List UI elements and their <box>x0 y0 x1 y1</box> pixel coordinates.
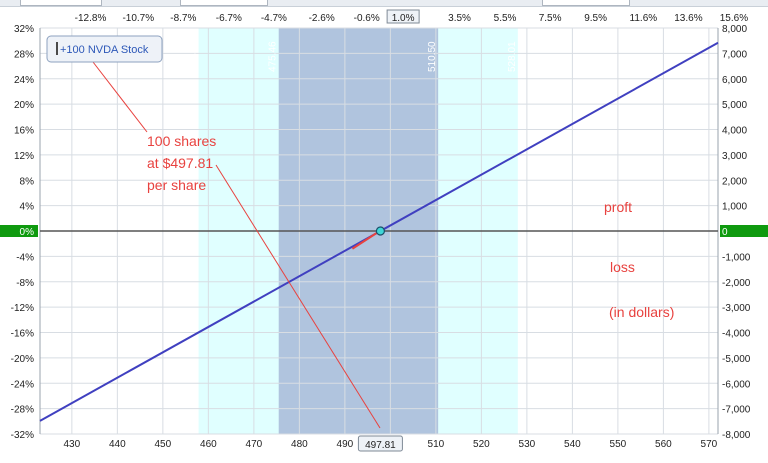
x-axis-tick-label: 510 <box>428 439 445 450</box>
right-axis-zero-highlight <box>720 225 768 237</box>
right-axis-tick-label: -4,000 <box>722 329 751 340</box>
x-axis-tick-label: 530 <box>519 439 536 450</box>
unit-annotation: (in dollars) <box>609 304 674 320</box>
x-axis-price-marker-box <box>357 435 403 452</box>
x-axis-tick-label: 430 <box>64 439 81 450</box>
toolbar-control[interactable] <box>180 0 268 6</box>
right-axis-tick-label: 1,000 <box>722 202 747 213</box>
left-axis-zero-highlight <box>0 225 38 237</box>
right-axis-tick-label: -2,000 <box>722 278 751 289</box>
right-axis-tick-label: -7,000 <box>722 405 751 416</box>
profit-annotation: proft <box>604 199 632 215</box>
right-axis-tick-label: 8,000 <box>722 24 747 35</box>
left-axis-tick-label: 0% <box>20 227 35 238</box>
toolbar-control[interactable] <box>20 0 102 6</box>
right-axis-tick-label: -6,000 <box>722 379 751 390</box>
left-axis-tick-label: 28% <box>14 49 34 60</box>
top-axis-tick-label: 15.6% <box>720 13 748 24</box>
top-axis-tick-label: -2.6% <box>309 13 335 24</box>
loss-annotation: loss <box>610 259 635 275</box>
legend-marker-icon <box>56 42 58 55</box>
right-axis-tick-label: 3,000 <box>722 151 747 162</box>
top-axis-tick-label: -12.8% <box>75 13 107 24</box>
top-axis-tick-label: 7.5% <box>539 13 562 24</box>
top-axis-tick-label: -0.6% <box>354 13 380 24</box>
right-axis-tick-label: 4,000 <box>722 126 747 137</box>
left-axis-tick-label: -8% <box>16 278 34 289</box>
right-axis-tick-label: 7,000 <box>722 49 747 60</box>
left-axis-tick-label: -4% <box>16 252 34 263</box>
shares-annotation-line-2: at $497.81 <box>147 155 213 171</box>
left-axis-tick-label: 12% <box>14 151 34 162</box>
left-axis-tick-label: -32% <box>11 430 34 441</box>
left-axis-tick-label: -12% <box>11 303 34 314</box>
top-percent-axis: -12.8% -10.7% -8.7% -6.7% -4.7% -2.6% -0.6% 1.0… <box>75 9 748 24</box>
top-axis-tick-label: -10.7% <box>122 13 154 24</box>
top-axis-tick-label: 11.6% <box>630 13 658 24</box>
x-axis-tick-label: 520 <box>473 439 490 450</box>
top-axis-tick-label: 3.5% <box>448 13 471 24</box>
annotation-layer: 100 shares at $497.81 per share proft lo… <box>92 61 674 429</box>
entry-point <box>375 226 386 236</box>
left-axis-tick-label: 24% <box>14 75 34 86</box>
x-axis-tick-label: 480 <box>291 439 308 450</box>
top-axis-tick-label: -4.7% <box>261 13 287 24</box>
entry-highlight-segment <box>351 231 378 250</box>
band-boundary-label: 457.85 <box>188 41 199 72</box>
left-axis-tick-label: 32% <box>14 24 34 35</box>
x-axis-tick-label: 470 <box>246 439 263 450</box>
series-layer <box>39 41 719 422</box>
x-axis-tick-label: 440 <box>109 439 126 450</box>
right-axis-tick-label: -1,000 <box>722 252 751 263</box>
right-axis-tick-label: 6,000 <box>722 75 747 86</box>
x-axis-tick-label: 490 <box>337 439 354 450</box>
top-axis-tick-label: 13.6% <box>674 13 702 24</box>
right-axis-tick-label: -3,000 <box>722 303 751 314</box>
legend-box[interactable]: +100 NVDA Stock <box>46 35 163 63</box>
band-boundary-label: 528.01 <box>507 41 518 72</box>
x-axis-tick-label: 450 <box>155 439 172 450</box>
right-dollar-axis: 8,000 7,000 6,000 5,000 4,000 3,000 2,000 1,000… <box>720 24 768 441</box>
legend-label: +100 NVDA Stock <box>60 44 149 56</box>
left-axis-tick-label: 8% <box>20 176 35 187</box>
x-axis-tick-label: 460 <box>200 439 217 450</box>
band-boundary-label: 510.50 <box>427 41 438 72</box>
toolbar-strip <box>0 0 768 7</box>
top-axis-tick-label: 1.0% <box>392 13 415 24</box>
legend-pointer-line <box>92 61 148 133</box>
band-boundary-label: 475.46 <box>268 41 279 72</box>
left-axis-tick-label: 16% <box>14 126 34 137</box>
left-axis-tick-label: -28% <box>11 405 34 416</box>
left-axis-tick-label: -16% <box>11 329 34 340</box>
entry-pointer-line <box>215 164 381 429</box>
left-axis-tick-label: 20% <box>14 100 34 111</box>
x-axis-tick-label: 540 <box>564 439 581 450</box>
top-axis-highlight <box>386 9 420 24</box>
top-axis-tick-label: 9.5% <box>584 13 607 24</box>
bottom-price-axis: 430 440 450 460 470 480 490 510 520 530 540 550 560 5… <box>64 435 718 452</box>
x-axis-tick-label: 560 <box>655 439 672 450</box>
left-axis-tick-label: -20% <box>11 354 34 365</box>
left-percent-axis: 32% 28% 24% 20% 16% 12% 8% 4% 0% -4% -8% -12% -16% -2… <box>0 24 38 441</box>
band-labels: 457.85 528.01 475.46 510.50 <box>188 41 518 72</box>
shares-annotation-line-3: per share <box>147 177 206 193</box>
x-axis-tick-label: 550 <box>610 439 627 450</box>
x-axis-price-marker-label: 497.81 <box>365 440 396 451</box>
toolbar-control[interactable] <box>542 0 630 6</box>
top-axis-tick-label: 5.5% <box>494 13 517 24</box>
grid-lines <box>40 27 718 435</box>
legend-frame <box>46 35 163 63</box>
right-axis-tick-label: -5,000 <box>722 354 751 365</box>
top-axis-tick-label: -8.7% <box>170 13 196 24</box>
right-axis-tick-label: 2,000 <box>722 176 747 187</box>
top-axis-tick-label: -6.7% <box>216 13 242 24</box>
x-axis-tick-label: 570 <box>701 439 718 450</box>
left-axis-tick-label: 4% <box>20 202 35 213</box>
right-axis-tick-label: 5,000 <box>722 100 747 111</box>
right-axis-tick-label: -8,000 <box>722 430 751 441</box>
shares-annotation-line-1: 100 shares <box>147 133 216 149</box>
right-axis-tick-label: 0 <box>722 227 728 238</box>
left-axis-tick-label: -24% <box>11 379 34 390</box>
